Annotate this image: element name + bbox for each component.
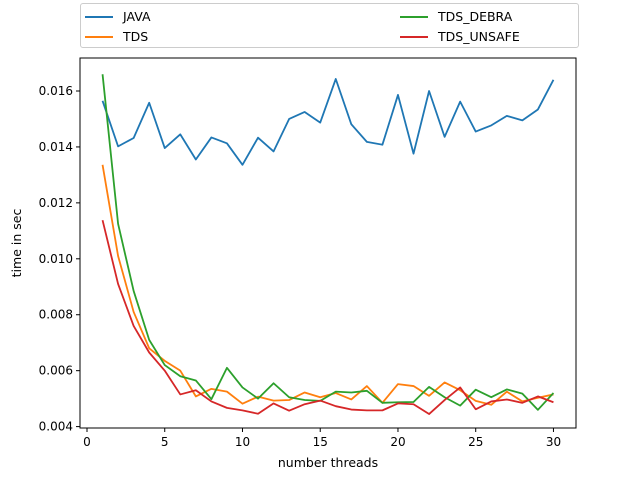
legend-label-tds: TDS (123, 29, 149, 44)
x-tick-label: 25 (468, 435, 483, 449)
legend-label-tds-debra: TDS_DEBRA (438, 9, 513, 24)
x-tick-label: 30 (546, 435, 561, 449)
legend-swatch-tds-unsafe (400, 36, 428, 38)
series-line-java (101, 78, 555, 166)
legend-item-tds: TDS (85, 29, 148, 45)
series-line-tds-unsafe (101, 219, 554, 415)
legend-item-tds-debra: TDS_DEBRA (400, 9, 512, 25)
legend-label-tds-unsafe: TDS_UNSAFE (438, 29, 520, 44)
y-tick-label: 0.010 (39, 252, 73, 266)
y-tick-label: 0.014 (39, 140, 73, 154)
y-tick-label: 0.006 (39, 364, 73, 378)
legend-label-java: JAVA (123, 9, 151, 24)
legend-item-tds-unsafe: TDS_UNSAFE (400, 29, 520, 45)
x-tick-label: 20 (390, 435, 405, 449)
y-tick-label: 0.004 (39, 420, 73, 434)
plot-frame (79, 57, 577, 429)
series-line-tds-debra (101, 74, 555, 411)
legend-item-java: JAVA (85, 9, 151, 25)
legend-swatch-java (85, 16, 113, 18)
x-tick-label: 0 (83, 435, 91, 449)
y-axis-ticks: 0.004 0.006 0.008 0.010 0.012 0.014 0.016 (39, 84, 80, 434)
y-axis-label: time in sec (9, 209, 24, 278)
legend-swatch-tds-debra (400, 16, 428, 18)
x-axis-label: number threads (278, 455, 378, 470)
series-line-tds (101, 164, 554, 406)
y-tick-label: 0.012 (39, 196, 73, 210)
legend-swatch-tds (85, 36, 113, 38)
x-tick-label: 5 (161, 435, 169, 449)
y-tick-label: 0.016 (39, 84, 73, 98)
x-axis-ticks: 0 5 10 15 20 25 30 (83, 428, 561, 449)
series-lines (101, 74, 555, 415)
chart-legend: JAVA TDS TDS_DEBRA TDS_UNSAFE (80, 3, 579, 48)
y-tick-label: 0.008 (39, 308, 73, 322)
x-tick-label: 10 (235, 435, 250, 449)
x-tick-label: 15 (313, 435, 328, 449)
